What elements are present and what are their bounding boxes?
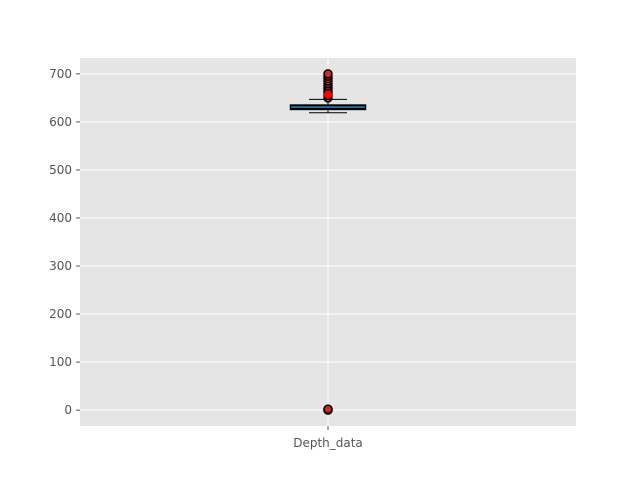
mean-marker — [324, 90, 332, 99]
y-axis-ticks: 0 100 200 300 400 500 600 700 — [49, 67, 80, 417]
y-tick-label: 200 — [49, 307, 72, 321]
y-tick-label: 100 — [49, 355, 72, 369]
grid-lines — [80, 58, 576, 426]
x-tick-label: Depth_data — [293, 436, 363, 450]
outlier-point-low — [323, 404, 333, 414]
box-plot — [289, 69, 367, 415]
y-tick-label: 400 — [49, 211, 72, 225]
x-axis-ticks: Depth_data — [293, 426, 363, 450]
y-tick-label: 0 — [64, 403, 72, 417]
outlier-point-high — [323, 69, 333, 79]
y-tick-label: 700 — [49, 67, 72, 81]
y-tick-label: 300 — [49, 259, 72, 273]
y-tick-label: 500 — [49, 163, 72, 177]
y-tick-label: 600 — [49, 115, 72, 129]
